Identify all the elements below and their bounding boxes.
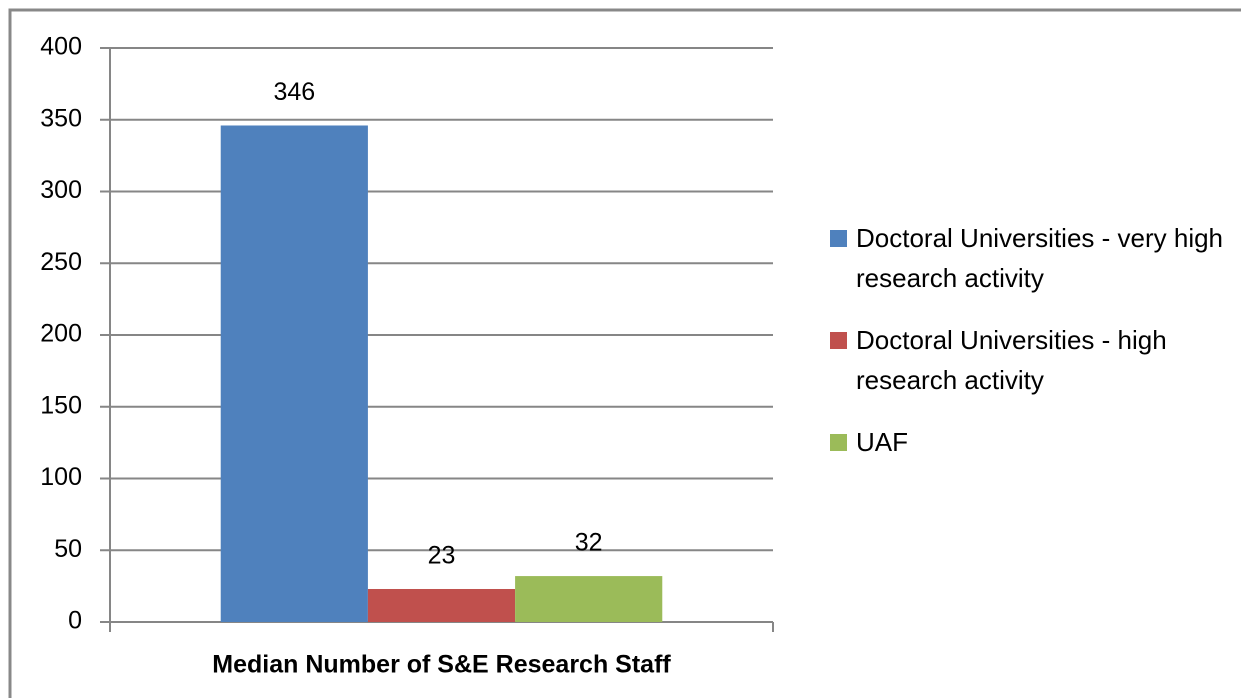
legend-swatch xyxy=(830,434,847,451)
y-tick-label: 300 xyxy=(40,176,82,204)
legend-item: Doctoral Universities - high research ac… xyxy=(830,320,1230,400)
y-tick-label: 150 xyxy=(40,391,82,419)
legend-swatch xyxy=(830,230,847,247)
legend-item: UAF xyxy=(830,422,1230,462)
bar xyxy=(220,125,368,623)
y-tick-label: 50 xyxy=(54,535,82,563)
value-label: 32 xyxy=(575,529,603,557)
x-tick-label: Median Number of S&E Research Staff xyxy=(212,651,671,679)
bar xyxy=(515,576,663,622)
legend-item: Doctoral Universities - very high resear… xyxy=(830,218,1230,298)
legend: Doctoral Universities - very high resear… xyxy=(830,218,1230,484)
y-tick-label: 400 xyxy=(40,33,82,61)
chart-border xyxy=(8,8,1241,698)
bar xyxy=(367,588,516,622)
value-label: 23 xyxy=(428,542,456,570)
legend-swatch xyxy=(830,332,847,349)
y-tick-label: 200 xyxy=(40,320,82,348)
value-label: 346 xyxy=(273,78,315,106)
y-tick-label: 250 xyxy=(40,248,82,276)
legend-label: Doctoral Universities - high research ac… xyxy=(856,325,1167,395)
legend-label: Doctoral Universities - very high resear… xyxy=(856,223,1224,293)
y-tick-label: 350 xyxy=(40,104,82,132)
legend-label: UAF xyxy=(856,427,908,457)
y-tick-label: 0 xyxy=(68,607,82,635)
y-tick-label: 100 xyxy=(40,463,82,491)
